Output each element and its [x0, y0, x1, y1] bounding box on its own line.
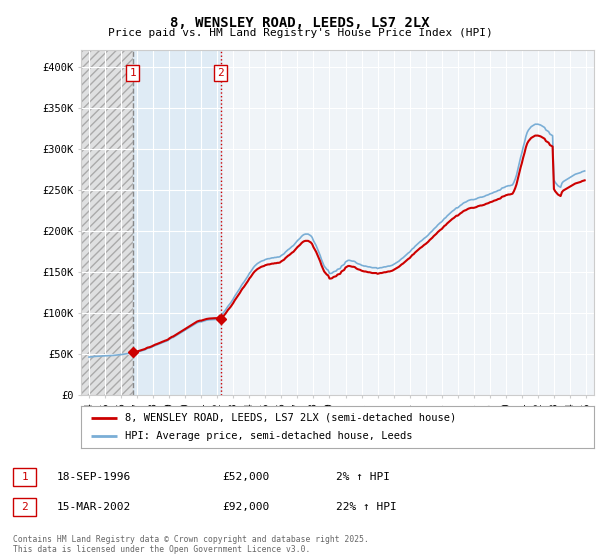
- Text: 2% ↑ HPI: 2% ↑ HPI: [336, 472, 390, 482]
- Text: 2: 2: [21, 502, 28, 512]
- Text: 1: 1: [129, 68, 136, 78]
- Bar: [81, 50, 133, 395]
- Text: 15-MAR-2002: 15-MAR-2002: [57, 502, 131, 512]
- Text: 18-SEP-1996: 18-SEP-1996: [57, 472, 131, 482]
- Text: 1: 1: [21, 472, 28, 482]
- Text: £92,000: £92,000: [222, 502, 269, 512]
- Text: Contains HM Land Registry data © Crown copyright and database right 2025.
This d: Contains HM Land Registry data © Crown c…: [13, 535, 369, 554]
- Text: 8, WENSLEY ROAD, LEEDS, LS7 2LX: 8, WENSLEY ROAD, LEEDS, LS7 2LX: [170, 16, 430, 30]
- Text: 2: 2: [217, 68, 224, 78]
- Text: Price paid vs. HM Land Registry's House Price Index (HPI): Price paid vs. HM Land Registry's House …: [107, 28, 493, 38]
- Text: HPI: Average price, semi-detached house, Leeds: HPI: Average price, semi-detached house,…: [125, 431, 412, 441]
- Text: £52,000: £52,000: [222, 472, 269, 482]
- Text: 8, WENSLEY ROAD, LEEDS, LS7 2LX (semi-detached house): 8, WENSLEY ROAD, LEEDS, LS7 2LX (semi-de…: [125, 413, 456, 423]
- Bar: [81, 50, 133, 395]
- Bar: [133, 50, 221, 395]
- Text: 22% ↑ HPI: 22% ↑ HPI: [336, 502, 397, 512]
